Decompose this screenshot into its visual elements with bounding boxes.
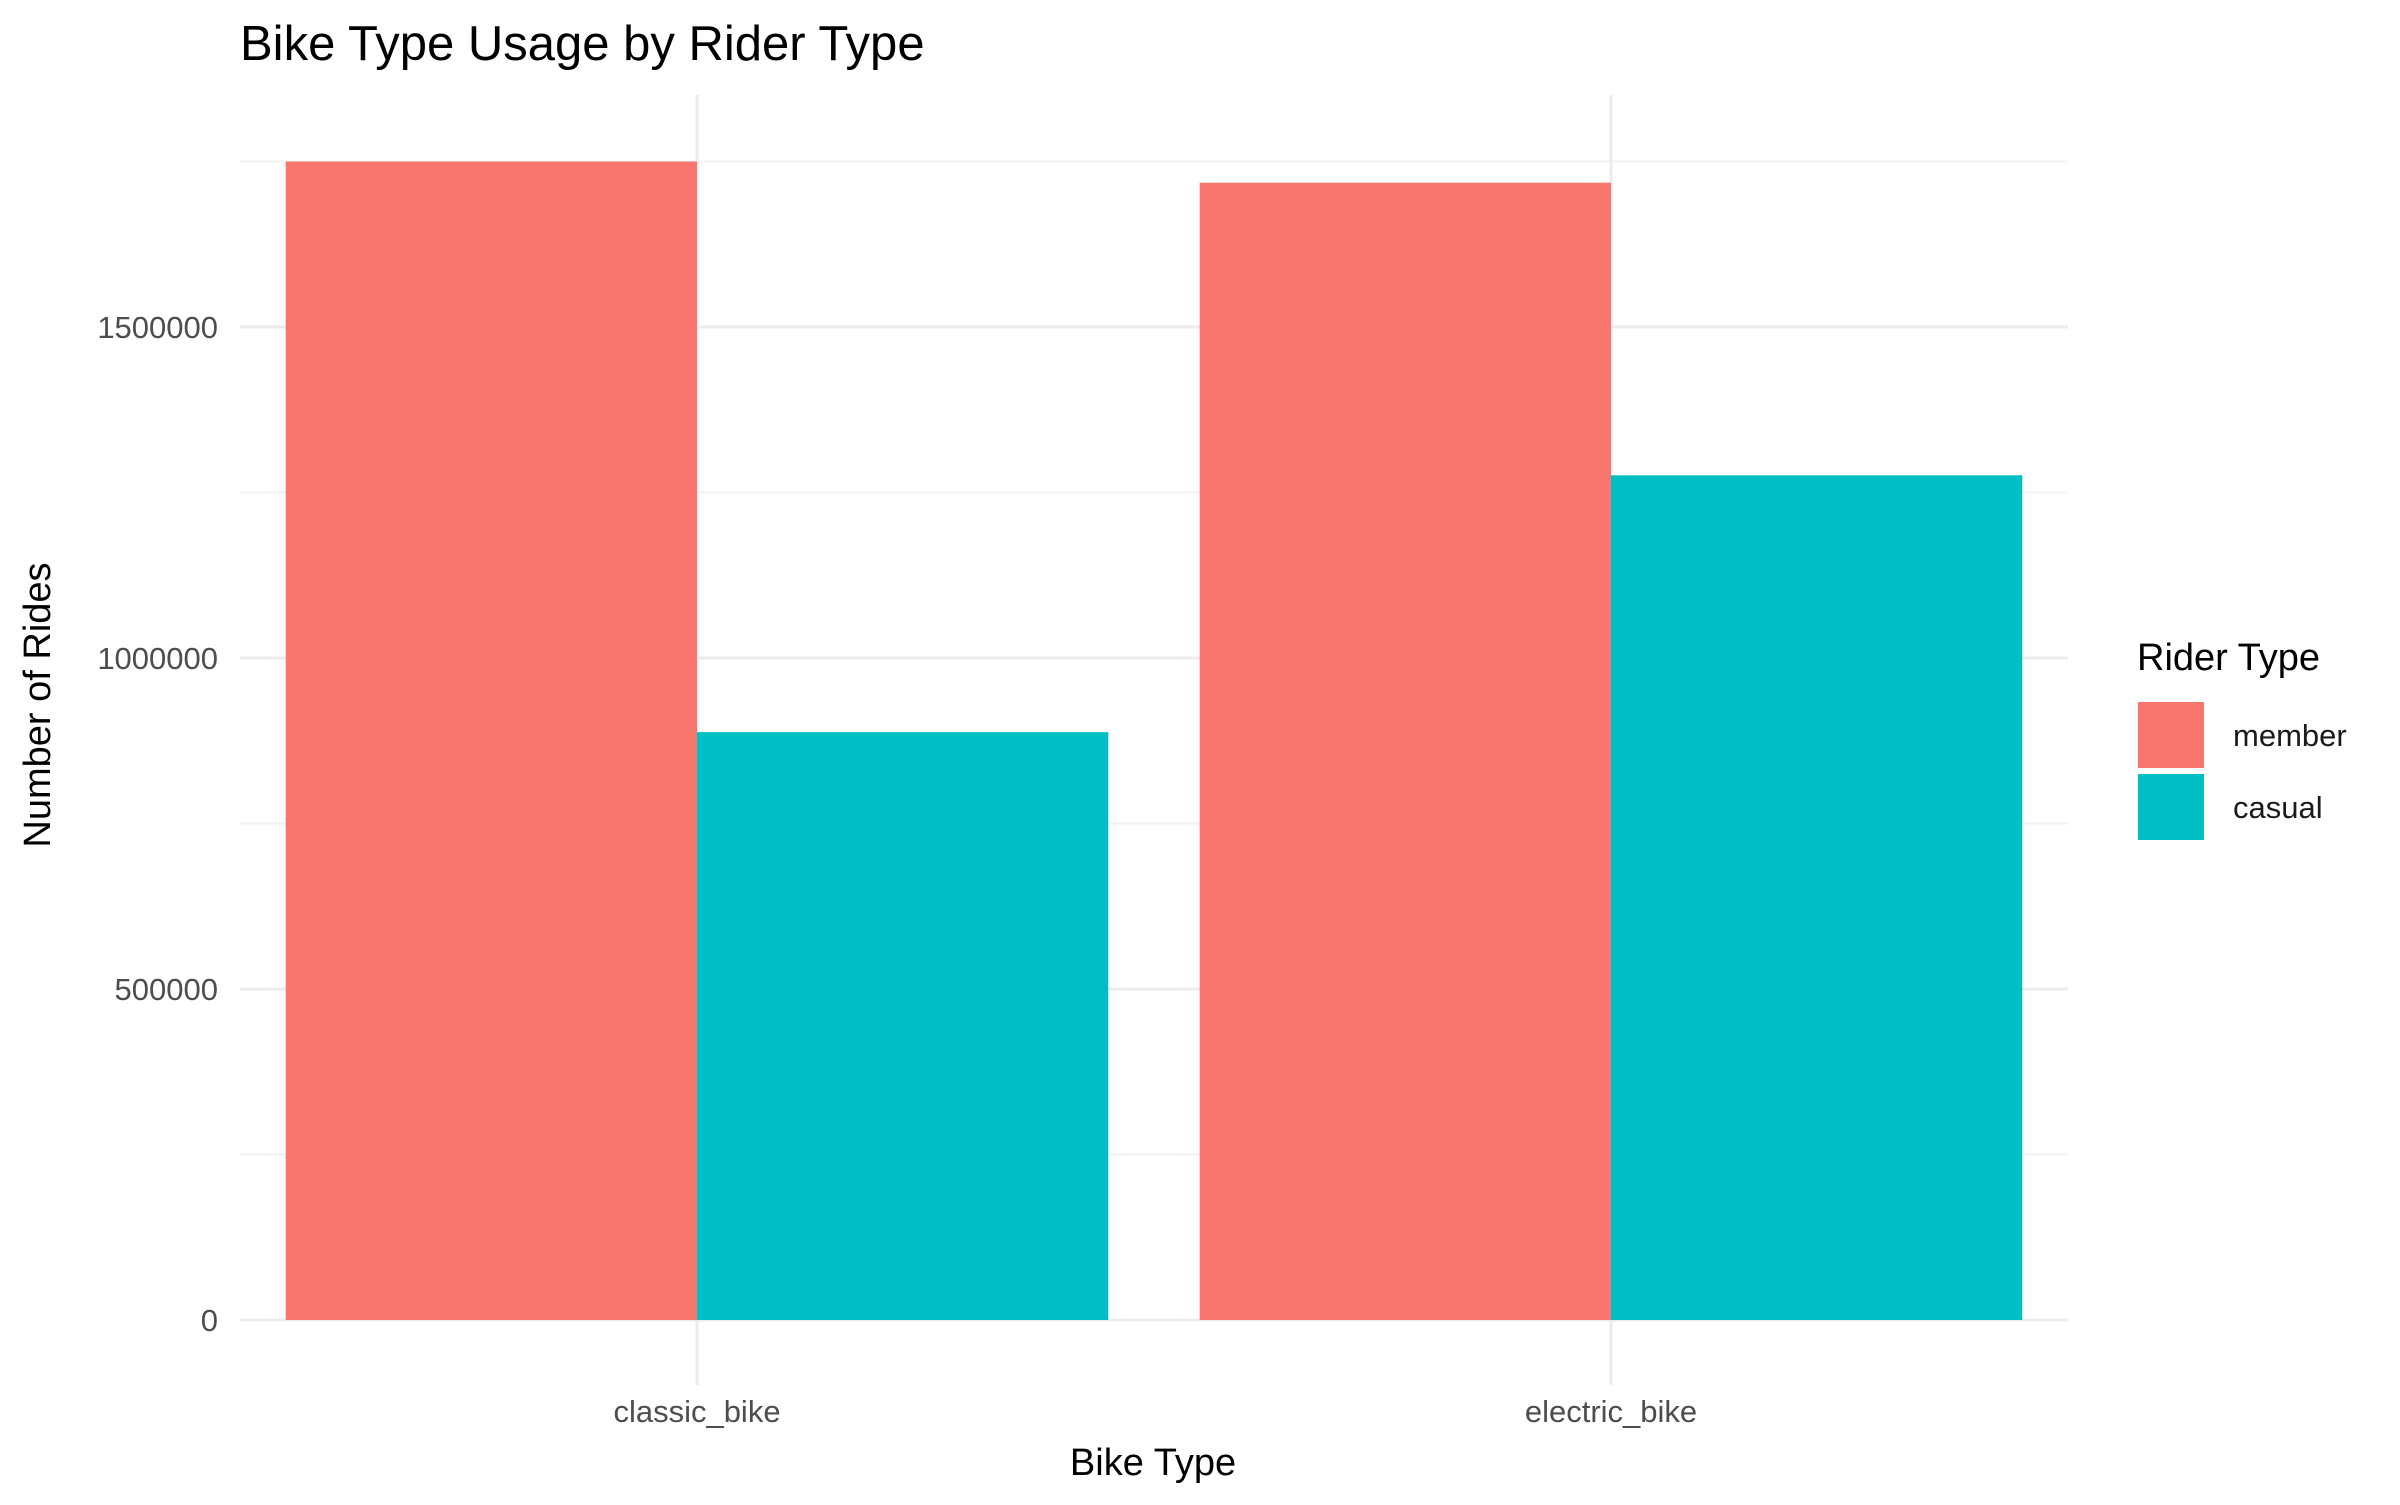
legend: Rider Type member casual	[2137, 637, 2347, 840]
bars	[285, 161, 2023, 1321]
legend-swatch-casual	[2138, 774, 2204, 840]
bar-member-electric_bike	[1199, 182, 1611, 1321]
legend-label-casual: casual	[2233, 790, 2323, 825]
chart-title: Bike Type Usage by Rider Type	[240, 17, 925, 71]
x-axis-title: Bike Type	[1070, 1442, 1236, 1484]
y-tick-label: 0	[201, 1303, 218, 1338]
y-tick-label: 1000000	[97, 641, 218, 676]
y-tick-label: 1500000	[97, 310, 218, 345]
legend-title: Rider Type	[2137, 637, 2320, 679]
x-tick-label: electric_bike	[1525, 1394, 1697, 1429]
bar-casual-electric_bike	[1611, 475, 2023, 1321]
bar-member-classic_bike	[285, 161, 697, 1320]
bar-casual-classic_bike	[697, 732, 1109, 1320]
axis-labels: 0 500000 1000000 1500000 classic_bike electri…	[97, 310, 1697, 1429]
legend-swatch-member	[2138, 702, 2204, 768]
x-tick-label: classic_bike	[613, 1394, 780, 1429]
y-axis-title: Number of Rides	[17, 562, 59, 847]
legend-label-member: member	[2233, 718, 2347, 753]
y-tick-label: 500000	[115, 972, 218, 1007]
